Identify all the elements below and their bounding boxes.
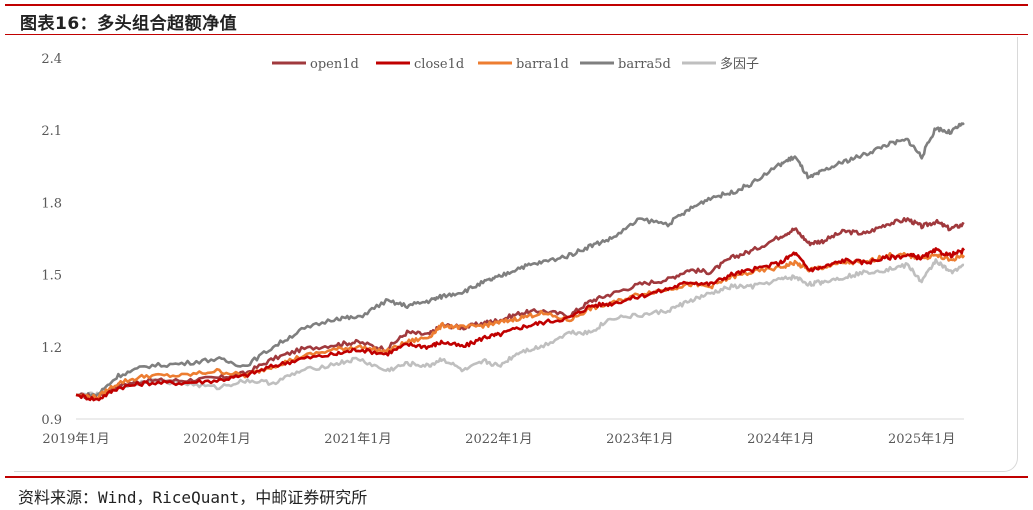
legend: open1d close1d barra1d barra5d 多因子: [272, 56, 759, 72]
footer-rule: [5, 476, 1028, 478]
x-tick-label: 2021年1月: [324, 432, 391, 447]
y-tick-label: 2.4: [41, 52, 62, 67]
y-tick-label: 1.8: [41, 196, 62, 211]
series-line-多因子: [76, 258, 965, 399]
x-tick-label: 2025年1月: [888, 432, 955, 447]
series-line-close1d: [75, 247, 966, 402]
y-tick-label: 1.2: [41, 341, 62, 356]
figure-title: 图表16：多头组合超额净值: [20, 14, 238, 34]
y-axis: 0.9 1.2 1.5 1.8 2.1 2.4: [41, 52, 62, 428]
x-tick-label: 2019年1月: [42, 432, 109, 447]
chart-frame: [14, 37, 1018, 472]
x-axis: 2019年1月 2020年1月 2021年1月 2022年1月 2023年1月 2024年…: [42, 418, 964, 447]
x-tick-label: 2020年1月: [183, 432, 250, 447]
legend-label: close1d: [414, 57, 464, 72]
header-bottom-rule: [5, 34, 1028, 35]
source-note: 资料来源：Wind，RiceQuant，中邮证券研究所: [18, 488, 368, 507]
series-layer: [75, 122, 966, 402]
x-tick-label: 2022年1月: [465, 432, 532, 447]
y-tick-label: 2.1: [41, 124, 62, 139]
figure-header: 图表16：多头组合超额净值: [0, 0, 1033, 40]
series-line-barra5d: [76, 122, 965, 399]
y-tick-label: 1.5: [41, 269, 62, 284]
x-tick-label: 2024年1月: [747, 432, 814, 447]
legend-label: open1d: [310, 57, 359, 72]
x-tick-label: 2023年1月: [606, 432, 673, 447]
header-top-rule: [5, 4, 1028, 6]
y-tick-label: 0.9: [41, 413, 62, 428]
legend-label: barra1d: [516, 57, 569, 72]
legend-label: barra5d: [618, 57, 671, 72]
legend-label: 多因子: [720, 56, 759, 72]
